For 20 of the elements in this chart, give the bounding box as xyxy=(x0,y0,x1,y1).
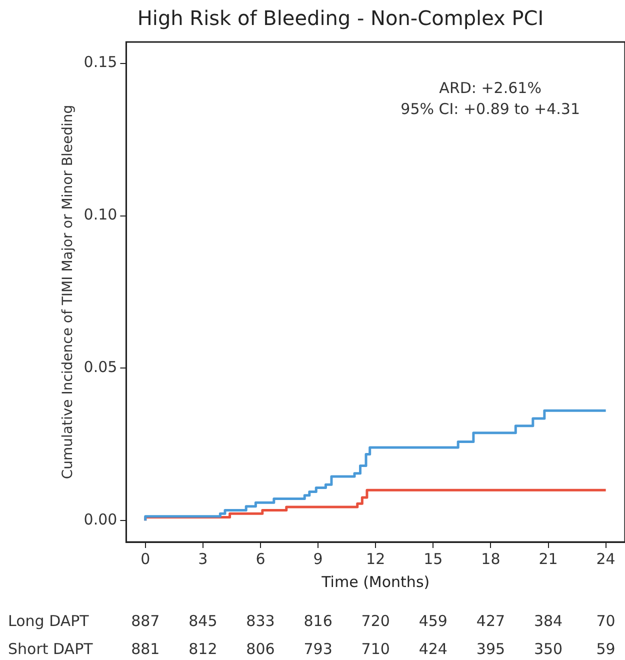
x-tick-label: 9 xyxy=(313,550,323,568)
text: Short DAPT 881 812 806 793 710 424 395 350 59 xyxy=(8,640,616,658)
x-tick-label: 6 xyxy=(256,550,266,568)
chart-title: High Risk of Bleeding - Non-Complex PCI xyxy=(137,6,544,30)
x-tick-label: 3 xyxy=(198,550,208,568)
y-axis-title: Cumulative Incidence of TIMI Major or Minor Bleeding xyxy=(60,104,76,480)
x-tick-label: 18 xyxy=(481,550,500,568)
x-tick-label: 0 xyxy=(140,550,150,568)
y-tick-label: 0.05 xyxy=(84,358,118,376)
text: Long DAPT 887 845 833 816 720 459 427 384 70 xyxy=(8,612,616,630)
x-tick-label: 12 xyxy=(366,550,386,568)
annotation: 95% CI: +0.89 to +4.31 xyxy=(400,100,580,118)
x-tick-label: 15 xyxy=(424,550,443,568)
x-axis-title: Time (Months) xyxy=(320,572,430,591)
y-tick-label: 0.15 xyxy=(84,53,118,72)
annotation: ARD: +2.61% xyxy=(439,78,542,97)
x-tick-label: 21 xyxy=(538,550,558,568)
y-tick-label: 0.10 xyxy=(84,206,118,224)
x-tick-label: 24 xyxy=(596,550,616,568)
y-tick-label: 0.00 xyxy=(84,510,118,529)
